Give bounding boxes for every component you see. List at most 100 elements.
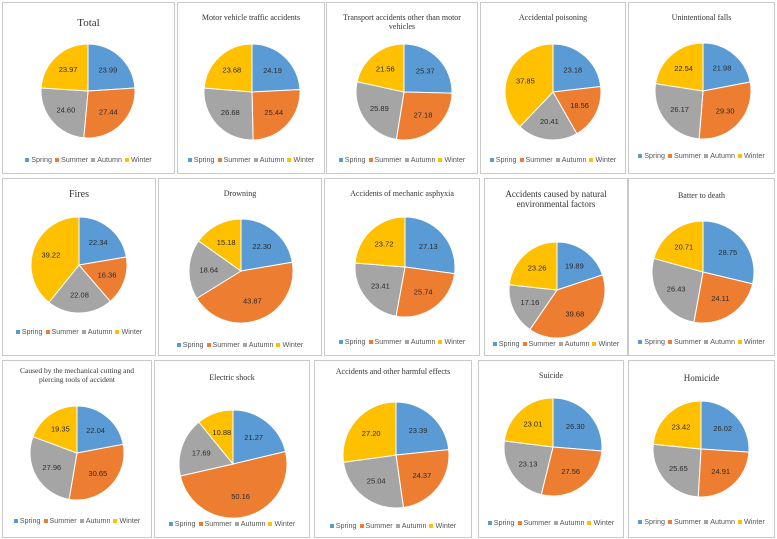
legend-label: Spring — [644, 337, 666, 346]
pie-slice-spring — [240, 218, 293, 272]
data-label-summer: 39.68 — [566, 309, 585, 318]
data-label-winter: 23.72 — [375, 240, 394, 249]
legend-item-spring: Spring — [15, 327, 43, 336]
legend-swatch — [587, 520, 592, 525]
legend-item-summer: Summer — [359, 521, 393, 530]
legend-swatch — [489, 157, 494, 162]
legend-label: Spring — [193, 155, 215, 164]
legend-swatch — [168, 521, 173, 526]
data-label-autumn: 27.96 — [42, 463, 61, 472]
legend-item-spring: Spring — [329, 521, 357, 530]
legend-swatch — [15, 329, 20, 334]
pie-slice-autumn — [188, 240, 242, 300]
legend-swatch — [555, 157, 560, 162]
chart-title: Fires — [69, 189, 89, 200]
pie-chart: 28.75 24.11 26.43 20.71 — [651, 220, 755, 324]
legend-label: Autumn — [710, 517, 735, 526]
data-label-spring: 19.89 — [565, 261, 584, 270]
legend-swatch — [404, 339, 409, 344]
legend-item-winter: Winter — [592, 339, 619, 348]
pie-slice-winter — [30, 216, 80, 304]
legend-label: Autumn — [559, 518, 585, 527]
pie-panel-accidents-and-other-harmful-effects: Accidents and other harmful effects 23.39… — [314, 360, 472, 538]
legend-label: Winter — [743, 337, 765, 346]
pie-slice-autumn — [203, 87, 254, 141]
chart-title: Unintentional falls — [671, 13, 732, 22]
pie-slice-spring — [395, 401, 450, 456]
legend-label: Summer — [51, 327, 79, 336]
pie-slice-spring — [78, 216, 127, 266]
chart-legend: Spring Summer Autumn Winter — [479, 518, 623, 527]
data-label-winter: 27.20 — [362, 429, 381, 438]
data-label-spring: 21.27 — [244, 433, 263, 442]
pie-slice-winter — [40, 43, 89, 92]
legend-item-summer: Summer — [217, 155, 251, 164]
chart-legend: Spring Summer Autumn Winter — [629, 151, 774, 160]
pie-slice-winter — [503, 397, 554, 448]
pie-panel-suicide: Suicide 26.30 27.56 23.13 23.01 Spring Summer A… — [478, 360, 624, 538]
pie-panel-total: Total 23.99 27.44 24.60 23.97 Spring Summer Aut… — [2, 2, 175, 174]
legend-item-summer: Summer — [522, 339, 556, 348]
pie-slice-winter — [354, 216, 406, 268]
legend-label: Spring — [182, 340, 204, 349]
pie-slice-winter — [653, 220, 704, 273]
legend-label: Summer — [374, 155, 402, 164]
pie-panel-caused-by-the-mechanical-cutting-and-piercing-tools-of-accident: Caused by the mechanical cutting and pie… — [2, 360, 152, 538]
pie-panel-batter-to-death: Batter to death 28.75 24.11 26.43 20.71 Sprin… — [628, 178, 775, 356]
data-label-autumn: 24.60 — [57, 106, 76, 115]
chart-title: Motor vehicle traffic accidents — [201, 13, 301, 22]
pie-panel-homicide: Homicide 26.02 24.91 25.65 23.42 Spring Summer… — [628, 360, 775, 538]
pie-chart: 19.89 39.68 17.16 23.26 — [508, 241, 606, 339]
legend-item-winter: Winter — [587, 518, 614, 527]
pie-chart: 22.34 16.36 22.08 39.22 — [30, 216, 128, 314]
legend-swatch — [704, 153, 709, 158]
data-label-autumn: 25.89 — [370, 104, 389, 113]
data-label-summer: 25.44 — [264, 108, 283, 117]
legend-item-autumn: Autumn — [553, 518, 585, 527]
legend-label: Summer — [674, 517, 702, 526]
legend-swatch — [404, 157, 409, 162]
legend-item-winter: Winter — [737, 337, 765, 346]
legend-item-autumn: Autumn — [704, 151, 735, 160]
legend-label: Winter — [743, 517, 765, 526]
legend-item-autumn: Autumn — [555, 155, 587, 164]
pie-panel-drowning: Drowning 22.30 43.87 18.64 15.18 Spring Summer… — [158, 178, 322, 356]
pie-slice-winter — [504, 43, 554, 128]
data-label-winter: 23.97 — [59, 65, 78, 74]
data-label-spring: 26.30 — [566, 422, 585, 431]
legend-swatch — [553, 520, 558, 525]
chart-legend: Spring Summer Autumn Winter — [629, 337, 774, 346]
data-label-spring: 21.98 — [713, 64, 732, 73]
legend-swatch — [79, 518, 84, 523]
legend-item-summer: Summer — [45, 327, 79, 336]
legend-item-autumn: Autumn — [704, 337, 735, 346]
legend-item-summer: Summer — [206, 340, 240, 349]
pie-panel-motor-vehicle-traffic-accidents: Motor vehicle traffic accidents 24.19 25.4… — [177, 2, 325, 174]
data-label-summer: 24.11 — [711, 294, 729, 303]
legend-swatch — [638, 339, 643, 344]
data-label-summer: 24.37 — [413, 471, 432, 480]
pie-slice-autumn — [654, 83, 704, 140]
legend-item-summer: Summer — [668, 337, 701, 346]
chart-legend: Spring Summer Autumn Winter — [178, 155, 324, 164]
legend-item-spring: Spring — [13, 516, 41, 525]
pie-slice-winter — [356, 43, 405, 93]
chart-legend: Spring Summer Autumn Winter — [485, 339, 627, 348]
legend-label: Summer — [674, 337, 702, 346]
pie-slice-spring — [702, 42, 751, 92]
pie-chart: 23.18 18.56 20.41 37.85 — [504, 43, 602, 141]
data-label-summer: 43.87 — [243, 297, 262, 306]
legend-swatch — [234, 521, 239, 526]
pie-panel-fires: Fires 22.34 16.36 22.08 39.22 Spring Summer Aut… — [2, 178, 156, 356]
legend-item-winter: Winter — [276, 340, 303, 349]
legend-label: Autumn — [97, 155, 122, 164]
legend-item-summer: Summer — [55, 155, 88, 164]
legend-label: Spring — [495, 155, 517, 164]
data-label-winter: 21.56 — [376, 64, 395, 73]
legend-label: Spring — [644, 517, 666, 526]
data-label-autumn: 23.41 — [371, 281, 390, 290]
legend-swatch — [55, 157, 60, 162]
legend-label: Autumn — [561, 155, 587, 164]
chart-title: Accidental poisoning — [518, 13, 588, 22]
pie-panel-accidental-poisoning: Accidental poisoning 23.18 18.56 20.41 37.85… — [480, 2, 626, 174]
